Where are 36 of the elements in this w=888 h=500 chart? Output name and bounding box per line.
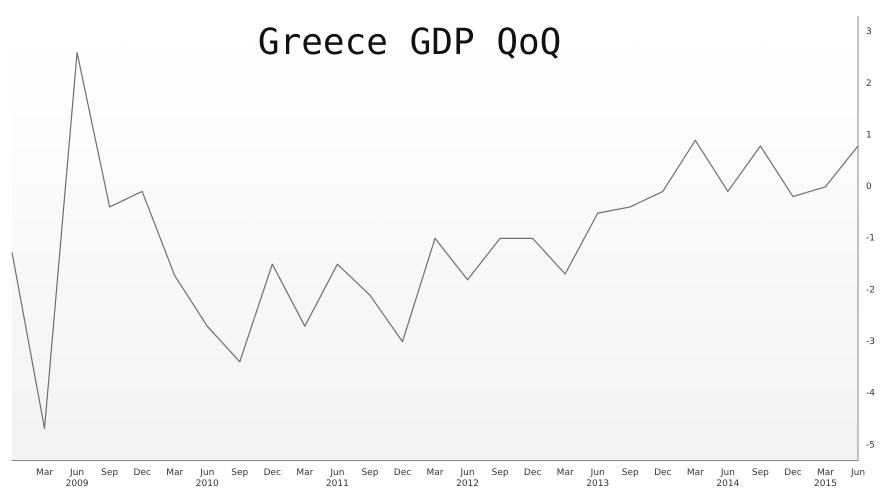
x-tick-label: Sep	[622, 468, 640, 478]
x-tick-label: Jun 2012	[456, 468, 480, 489]
x-tick-label: Mar	[296, 468, 314, 478]
y-tick-label: -5	[866, 440, 876, 450]
y-tick-label: 1	[866, 130, 872, 140]
x-tick-label: Jun 2010	[196, 468, 219, 489]
x-tick-label: Dec	[133, 468, 151, 478]
y-tick-label: -2	[866, 285, 876, 296]
x-tick-label: Sep	[492, 468, 509, 478]
x-tick-label: Mar	[426, 468, 444, 478]
x-tick-label: Mar	[686, 468, 704, 478]
x-tick-label: Sep	[231, 468, 249, 478]
y-tick-label: -4	[866, 388, 876, 399]
y-tick-label: -1	[866, 234, 876, 244]
x-tick-label: Jun 2009	[66, 468, 89, 489]
x-tick-label: Dec	[784, 468, 802, 478]
x-tick-label: Jun 2013	[586, 468, 610, 489]
x-tick-label: Mar	[556, 468, 574, 478]
x-tick-label: Dec	[394, 468, 412, 478]
y-tick-label: 3	[866, 27, 872, 38]
x-tick-label: Sep	[752, 468, 770, 478]
x-tick-label: Sep	[361, 468, 379, 478]
chart-title: Greece GDP QoQ	[258, 22, 562, 63]
x-tick-label: Jun 2014	[716, 468, 740, 489]
x-tick-label: Jun 2011	[326, 468, 349, 489]
y-tick-label: 0	[866, 182, 872, 192]
x-tick-label: Dec	[654, 468, 672, 478]
x-tick-label: Dec	[524, 468, 542, 478]
y-tick-label: 2	[866, 78, 872, 89]
x-tick-label: Sep	[101, 468, 118, 478]
x-tick-label: Mar	[166, 468, 184, 478]
x-tick-label: Jun	[850, 468, 866, 478]
x-tick-label: Mar 2015	[814, 468, 837, 489]
y-tick-label: -3	[866, 337, 876, 347]
x-tick-label: Mar	[36, 468, 54, 478]
x-tick-label: Dec	[264, 468, 282, 478]
